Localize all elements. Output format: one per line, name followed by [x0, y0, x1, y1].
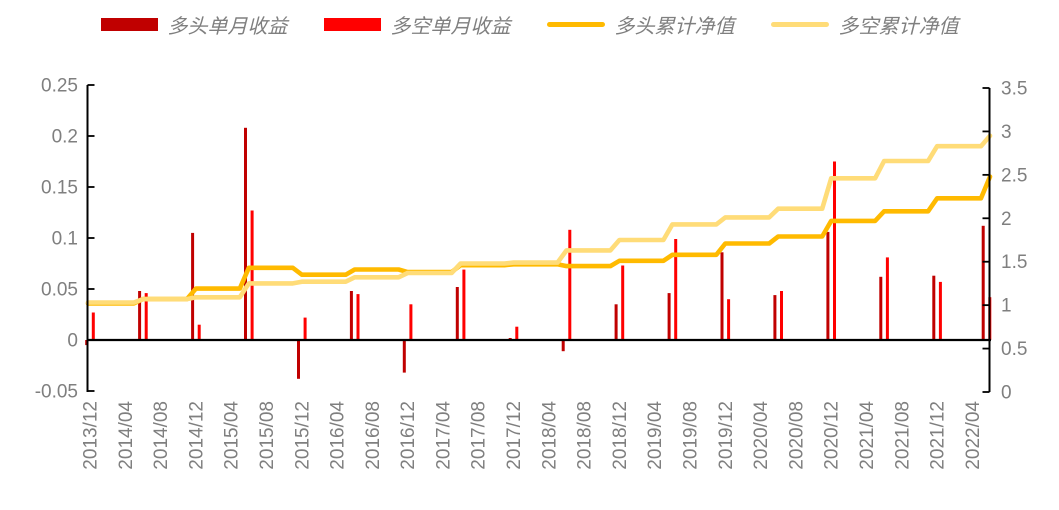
x-axis-label: 2017/12	[504, 401, 525, 470]
right-axis-label: 1.5	[1001, 252, 1027, 273]
left-axis-label: -0.05	[35, 382, 78, 403]
bar-多头单月收益-2015/06	[244, 127, 247, 340]
legend-item-long-monthly-return: 多头单月收益	[100, 10, 288, 39]
x-axis-label: 2021/04	[857, 401, 878, 470]
x-axis-label: 2017/08	[469, 401, 490, 470]
bar-多空单月收益-2018/12	[621, 265, 625, 340]
bar-多头单月收益-2017/06	[455, 287, 459, 340]
x-axis-label: 2014/12	[186, 401, 207, 470]
bar-多头单月收益-2020/12	[826, 231, 830, 340]
bar-多头单月收益-2020/06	[773, 295, 777, 340]
bar-多头单月收益-2018/06	[561, 340, 565, 352]
bar-多空单月收益-2013/12	[91, 312, 95, 340]
x-axis-label: 2015/08	[257, 401, 278, 470]
bar-多空单月收益-2021/12	[938, 281, 942, 340]
x-axis-label: 2020/04	[751, 401, 772, 470]
legend-label-longshort-cumulative-nav: 多空累计净值	[838, 16, 959, 38]
legend-item-long-cumulative-nav: 多头累计净值	[546, 10, 735, 39]
line-多头累计净值	[85, 174, 993, 306]
right-axis-label: 3.5	[1001, 79, 1027, 100]
bar-多空单月收益-2016/12	[409, 304, 413, 340]
bar-多空单月收益-2021/06	[885, 257, 889, 340]
x-axis-label: 2016/12	[398, 401, 419, 470]
x-axis-label: 2021/12	[928, 401, 949, 470]
bar-多空单月收益-2020/12	[833, 161, 836, 340]
legend-swatch-dark-red-bar	[100, 18, 158, 31]
x-axis-label: 2018/12	[610, 401, 631, 470]
x-axis-label: 2016/08	[363, 401, 384, 470]
x-axis-label: 2014/08	[151, 401, 172, 470]
right-axis-label: 2	[1001, 209, 1012, 230]
x-axis-label: 2017/04	[433, 401, 454, 470]
bar-多头单月收益-2016/06	[349, 291, 353, 340]
bar-多空单月收益-2014/12	[197, 324, 201, 340]
bar-多头单月收益-2014/12	[191, 232, 195, 340]
left-axis-label: 0	[67, 331, 78, 352]
chart-legend: 多头单月收益 多空单月收益 多头累计净值 多空累计净值	[0, 10, 1059, 39]
legend-label-long-cumulative-nav: 多头累计净值	[614, 16, 735, 38]
legend-label-long-monthly-return: 多头单月收益	[167, 16, 288, 38]
x-axis-label: 2018/08	[575, 401, 596, 470]
legend-item-longshort-cumulative-nav: 多空累计净值	[770, 10, 959, 39]
left-axis-label: 0.15	[41, 178, 78, 199]
left-axis-label: 0.1	[52, 229, 78, 250]
bar-多头单月收益-2019/12	[720, 252, 724, 340]
x-axis-label: 2019/12	[716, 401, 737, 470]
legend-label-longshort-monthly-return: 多空单月收益	[390, 16, 511, 38]
x-axis-label: 2016/04	[328, 401, 349, 470]
bar-多头单月收益-2016/12	[402, 340, 406, 373]
x-axis-label: 2014/04	[116, 401, 137, 470]
x-axis-label: 2015/04	[222, 401, 243, 470]
bar-多头单月收益-2018/12	[614, 304, 618, 340]
x-axis-label: 2021/08	[892, 401, 913, 470]
legend-swatch-red-bar	[323, 18, 381, 31]
bar-多头单月收益-2019/06	[667, 293, 671, 340]
right-axis-label: 3	[1001, 122, 1012, 143]
left-axis-label: 0.05	[41, 280, 78, 301]
bar-多空单月收益-2017/12	[515, 326, 519, 340]
bar-多空单月收益-2016/06	[356, 294, 360, 340]
x-axis-label: 2018/04	[539, 401, 560, 470]
bar-多头单月收益-2022/06	[981, 225, 985, 340]
bar-多空单月收益-2017/06	[462, 269, 466, 340]
x-axis-label: 2020/12	[822, 401, 843, 470]
line-多空累计净值	[85, 133, 993, 305]
x-axis-label: 2015/12	[292, 401, 313, 470]
right-axis-label: 2.5	[1001, 165, 1027, 186]
x-axis-label: 2019/04	[645, 401, 666, 470]
legend-item-longshort-monthly-return: 多空单月收益	[323, 10, 511, 39]
bar-多空单月收益-2019/06	[674, 239, 678, 340]
x-axis-label: 2013/12	[81, 401, 102, 470]
bar-多空单月收益-2018/06	[568, 229, 572, 340]
x-axis-label: 2022/04	[963, 401, 984, 470]
x-axis-label: 2020/08	[786, 401, 807, 470]
right-axis-label: 0.5	[1001, 339, 1027, 360]
legend-swatch-light-yellow-line	[770, 22, 829, 27]
bar-多头单月收益-2021/12	[932, 275, 936, 340]
bar-多空单月收益-2019/12	[727, 299, 731, 340]
bar-多空单月收益-2014/06	[144, 293, 148, 340]
left-axis-label: 0.2	[52, 127, 78, 148]
x-axis-label: 2019/08	[681, 401, 702, 470]
legend-swatch-orange-line	[546, 22, 605, 27]
bar-多头单月收益-2021/06	[879, 276, 883, 340]
right-axis-label: 1	[1001, 296, 1012, 317]
bar-多头单月收益-2014/06	[138, 291, 142, 340]
bar-多空单月收益-2015/06	[250, 210, 254, 340]
left-axis-label: 0.25	[41, 76, 78, 97]
bar-多空单月收益-2015/12	[303, 317, 307, 340]
bar-多头单月收益-2015/12	[297, 340, 300, 379]
bar-多空单月收益-2020/06	[780, 291, 783, 340]
right-axis-label: 0	[1001, 383, 1012, 404]
